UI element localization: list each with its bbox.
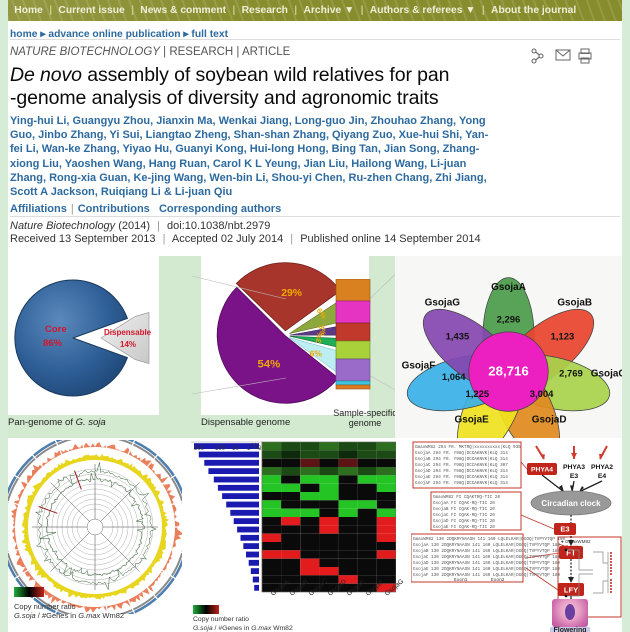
svg-text:1,123: 1,123 [551, 331, 575, 342]
svg-text:GsojaA: GsojaA [491, 282, 526, 293]
svg-text:GsojaF 130 2DQKRYNAASN 141 1: GsojaF 130 2DQKRYNAASN 141 160 LQLELKAR|… [413, 573, 560, 578]
svg-text:100: 100 [215, 446, 226, 452]
svg-text:500: 500 [194, 446, 205, 452]
svg-text:GsojaB: GsojaB [557, 297, 592, 308]
svg-text:GsojaD FI CQAK-RQ-TIC 20: GsojaD FI CQAK-RQ-TIC 20 [433, 519, 495, 524]
svg-text:GsojaC 294 FR. Y98Q|DCCAKN: GsojaC 294 FR. Y98Q|DCCAKNVK|KLQ 307 [415, 463, 508, 468]
svg-text:2,296: 2,296 [497, 314, 521, 325]
svg-text:GsojaE FI CQAK-RQ-TIC 20: GsojaE FI CQAK-RQ-TIC 20 [433, 525, 495, 530]
svg-text:Exon2: Exon2 [491, 577, 505, 583]
svg-text:GsojaB FI CQAK-RQ-TIC 20: GsojaB FI CQAK-RQ-TIC 20 [433, 507, 495, 512]
svg-text:GsojaB 130 2DQKRYNAASN 141 1: GsojaB 130 2DQKRYNAASN 141 160 LQLELKAR|… [413, 549, 560, 554]
svg-text:GmaxWM82 130 2DQKRYNAASN 141 1: GmaxWM82 130 2DQKRYNAASN 141 160 LQLELKA… [413, 537, 566, 542]
svg-text:GmaxWM82 294 FR. MKTRQ|xxxxx: GmaxWM82 294 FR. MKTRQ|xxxxxxxxxx|KLQ 93… [415, 445, 521, 450]
svg-text:GsojaC FI CQAK-RQ-TIC 20: GsojaC FI CQAK-RQ-TIC 20 [433, 513, 495, 518]
svg-text:3,004: 3,004 [530, 389, 554, 400]
svg-text:Exon1: Exon1 [454, 577, 468, 583]
svg-text:10: 10 [232, 446, 239, 452]
svg-text:GsojaD 294 FR. Y98Q|DCCAKN: GsojaD 294 FR. Y98Q|DCCAKNVK|KLQ 314 [415, 469, 508, 474]
svg-text:GsojaA 294 FR. Y98Q|DCCAKN: GsojaA 294 FR. Y98Q|DCCAKNVK|KLQ 314 [415, 451, 508, 456]
svg-text:Core: Core [45, 324, 67, 335]
svg-text:2,769: 2,769 [559, 368, 583, 379]
svg-text:86%: 86% [43, 338, 63, 349]
svg-text:GsojaE: GsojaE [455, 415, 490, 426]
svg-text:1,225: 1,225 [465, 389, 489, 400]
svg-text:GsojaD: GsojaD [532, 415, 567, 426]
svg-text:GsojaA 130 2DQKRYNAASN 141 1: GsojaA 130 2DQKRYNAASN 141 160 LQLELKAR|… [413, 543, 560, 548]
svg-text:14%: 14% [120, 340, 136, 349]
svg-text:GsojaD 130 2DQKRYNAASN 141 1: GsojaD 130 2DQKRYNAASN 141 160 LQLELKAR|… [413, 561, 560, 566]
svg-text:GsojaA FI CQAK-RQ-TIC 20: GsojaA FI CQAK-RQ-TIC 20 [433, 501, 495, 506]
svg-text:Dispensable: Dispensable [104, 328, 152, 337]
svg-text:GsojaG: GsojaG [425, 297, 461, 308]
svg-text:GsojaC 130 2DQKRYNAASN 141 1: GsojaC 130 2DQKRYNAASN 141 160 LQLELKAR|… [413, 555, 560, 560]
svg-text:28,716: 28,716 [488, 363, 528, 378]
svg-text:GsojaE 294 FR. Y98Q|DCCAKN: GsojaE 294 FR. Y98Q|DCCAKNVK|KLQ 314 [415, 475, 508, 480]
svg-text:GsojaF 294 FR. Y98Q|DCCAKN: GsojaF 294 FR. Y98Q|DCCAKNVK|KLQ 314 [415, 481, 508, 486]
svg-text:GsojaC: GsojaC [591, 368, 622, 379]
svg-text:GmaxWM82 FI CQAKTRQ-TIC 20: GmaxWM82 FI CQAKTRQ-TIC 20 [433, 495, 500, 500]
svg-text:1,064: 1,064 [442, 372, 466, 383]
svg-text:GsojaE 130 2DQKRYNAASN 141 1: GsojaE 130 2DQKRYNAASN 141 160 LQLELKAR|… [413, 567, 560, 572]
svg-text:GsojaB 294 FR. Y98Q|DCCAKN: GsojaB 294 FR. Y98Q|DCCAKNVK|KLQ 314 [415, 457, 508, 462]
svg-text:GsojaF: GsojaF [402, 361, 436, 372]
svg-text:1,435: 1,435 [446, 331, 470, 342]
